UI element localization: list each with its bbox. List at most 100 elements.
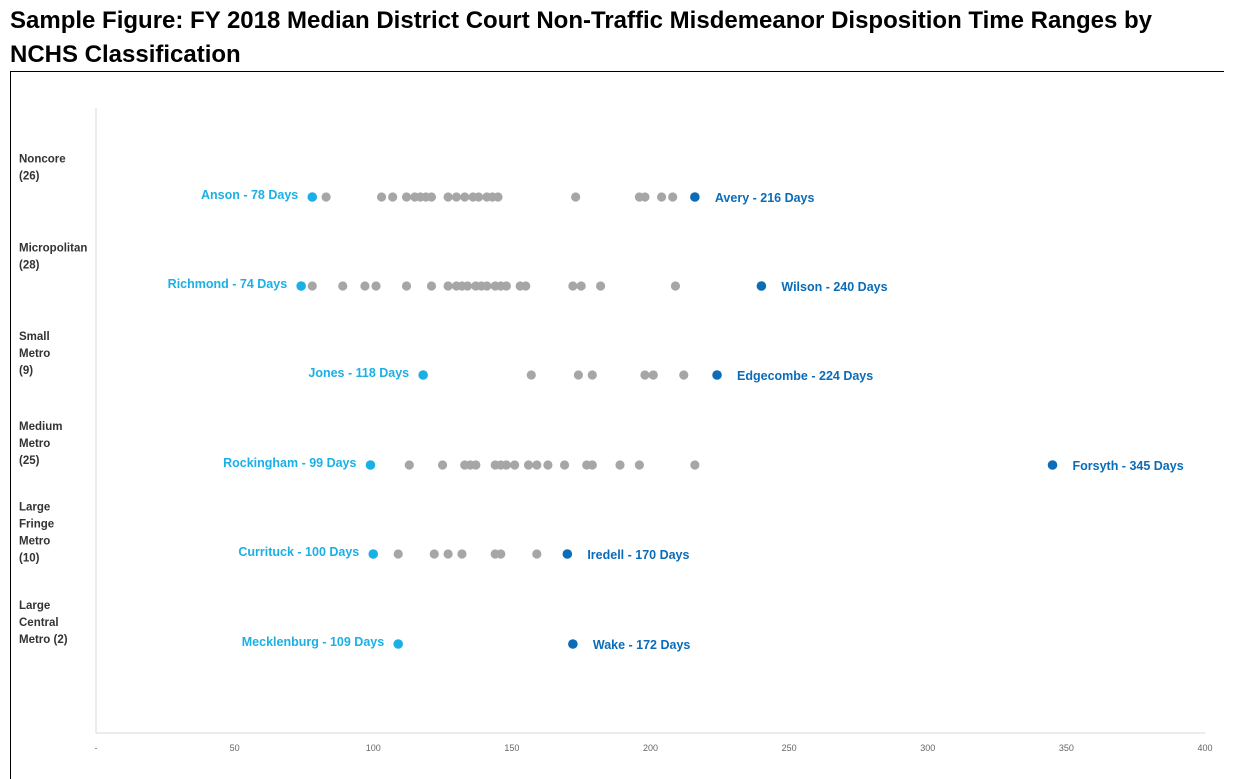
x-tick-label: 50 xyxy=(230,743,240,753)
data-point xyxy=(457,549,467,559)
data-point xyxy=(521,281,531,291)
min-point-label: Jones - 118 Days xyxy=(308,366,409,380)
data-point xyxy=(510,460,520,470)
category-label-line: Central xyxy=(19,617,59,629)
data-point xyxy=(656,192,667,202)
min-point-label: Mecklenburg - 109 Days xyxy=(242,635,384,649)
x-tick-label: 150 xyxy=(504,743,519,753)
max-data-point xyxy=(1047,460,1058,470)
data-point xyxy=(338,281,348,291)
data-point xyxy=(543,460,553,470)
max-point-label: Avery - 216 Days xyxy=(715,191,815,205)
data-point xyxy=(679,370,689,380)
min-data-point xyxy=(296,281,306,291)
category-label: Large Fringe Metro (10) xyxy=(19,502,54,565)
data-point xyxy=(587,370,597,380)
data-point xyxy=(429,549,439,559)
category-label-line: Noncore xyxy=(19,154,66,166)
x-tick-label: 350 xyxy=(1059,743,1074,753)
category-label-line: (9) xyxy=(19,365,33,377)
data-point xyxy=(501,460,511,470)
category-label-line: Medium xyxy=(19,421,62,433)
min-data-point xyxy=(365,460,376,470)
category-label-line: (10) xyxy=(19,553,40,565)
data-point xyxy=(462,281,473,291)
category-label-line: Metro xyxy=(19,438,50,450)
data-point xyxy=(640,192,650,202)
data-point xyxy=(393,549,403,559)
category-label: Micropolitan (28) xyxy=(19,243,87,272)
max-point-label: Wake - 172 Days xyxy=(593,638,691,652)
min-point-label: Richmond - 74 Days xyxy=(168,277,288,291)
category-label-line: Small xyxy=(19,331,50,343)
max-data-point xyxy=(562,549,573,559)
frame-left-border xyxy=(10,72,11,779)
min-point-label: Currituck - 100 Days xyxy=(238,545,359,559)
max-data-point xyxy=(568,639,578,649)
data-point xyxy=(648,370,658,380)
data-point xyxy=(307,281,317,291)
data-point xyxy=(670,281,681,291)
x-axis-ticks: - 50 100 150 200 250 300 350 400 xyxy=(95,743,1213,753)
data-point xyxy=(426,281,437,291)
data-point xyxy=(532,460,542,470)
data-points: Anson - 78 Days Avery - 216 Days Richmond … xyxy=(168,188,1184,652)
category-label-line: Metro xyxy=(19,348,50,360)
max-data-point xyxy=(690,192,700,202)
data-point xyxy=(559,460,570,470)
data-point xyxy=(443,549,453,559)
data-point xyxy=(437,460,448,470)
category-label-line: Micropolitan xyxy=(19,243,87,255)
category-label-line: (26) xyxy=(19,171,40,183)
category-labels: Noncore (26) Micropolitan (28) Small Metro (9)… xyxy=(19,154,87,647)
data-point xyxy=(587,460,597,470)
x-tick-label: 300 xyxy=(920,743,935,753)
data-point xyxy=(615,460,625,470)
data-point xyxy=(501,281,511,291)
data-point xyxy=(451,192,462,202)
data-point xyxy=(532,549,542,559)
data-point xyxy=(443,192,453,202)
data-point xyxy=(496,549,506,559)
data-point xyxy=(634,460,645,470)
data-point xyxy=(523,460,534,470)
category-label-line: (28) xyxy=(19,260,40,272)
category-label: Noncore (26) xyxy=(19,154,66,183)
data-point xyxy=(371,281,381,291)
data-point xyxy=(568,281,578,291)
max-data-point xyxy=(712,370,722,380)
x-tick-label: - xyxy=(95,743,98,753)
data-point xyxy=(482,281,492,291)
min-data-point xyxy=(393,639,404,649)
data-point xyxy=(526,370,536,380)
data-point xyxy=(321,192,331,202)
data-point xyxy=(443,281,453,291)
max-point-label: Iredell - 170 Days xyxy=(587,548,689,562)
max-point-label: Edgecombe - 224 Days xyxy=(737,369,873,383)
data-point xyxy=(493,192,503,202)
data-point xyxy=(460,192,470,202)
category-label: Large Central Metro (2) xyxy=(19,600,68,646)
data-point xyxy=(595,281,606,291)
title-underline xyxy=(10,71,1224,72)
data-point xyxy=(576,281,586,291)
data-point xyxy=(640,370,650,380)
chart-title: Sample Figure: FY 2018 Median District C… xyxy=(10,7,1153,68)
chart-axes xyxy=(95,108,1205,734)
category-label: Medium Metro (25) xyxy=(19,421,62,467)
min-point-label: Rockingham - 99 Days xyxy=(223,456,356,470)
data-point xyxy=(668,192,678,202)
data-point xyxy=(571,192,581,202)
x-tick-label: 250 xyxy=(782,743,797,753)
category-label-line: Large xyxy=(19,600,50,612)
min-data-point xyxy=(307,192,318,202)
min-point-label: Anson - 78 Days xyxy=(201,188,298,202)
category-label-line: Fringe xyxy=(19,519,54,531)
category-label: Small Metro (9) xyxy=(19,331,50,377)
data-point xyxy=(426,192,437,202)
data-point xyxy=(401,281,412,291)
data-point xyxy=(360,281,370,291)
data-point xyxy=(690,460,700,470)
data-point xyxy=(376,192,387,202)
